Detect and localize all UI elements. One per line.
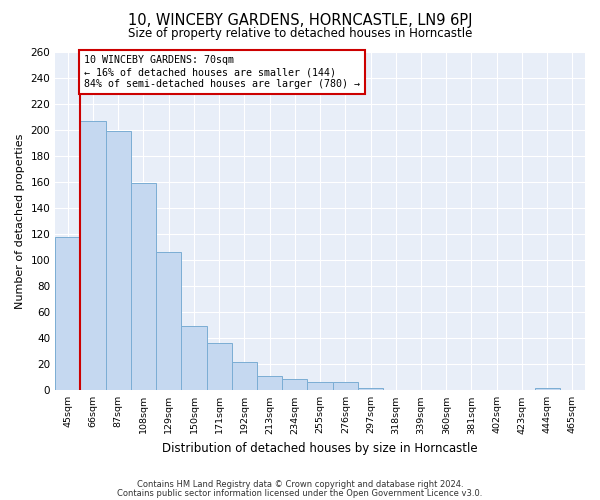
- Bar: [332, 382, 358, 390]
- Text: 10, WINCEBY GARDENS, HORNCASTLE, LN9 6PJ: 10, WINCEBY GARDENS, HORNCASTLE, LN9 6PJ: [128, 12, 472, 28]
- Bar: [106, 131, 131, 390]
- Bar: [80, 120, 106, 390]
- Bar: [181, 326, 206, 390]
- Text: Contains HM Land Registry data © Crown copyright and database right 2024.: Contains HM Land Registry data © Crown c…: [137, 480, 463, 489]
- Bar: [156, 252, 181, 390]
- Bar: [307, 382, 332, 390]
- Text: Contains public sector information licensed under the Open Government Licence v3: Contains public sector information licen…: [118, 489, 482, 498]
- Bar: [55, 236, 80, 390]
- Bar: [257, 376, 282, 390]
- Bar: [282, 378, 307, 390]
- X-axis label: Distribution of detached houses by size in Horncastle: Distribution of detached houses by size …: [162, 442, 478, 455]
- Bar: [206, 344, 232, 390]
- Bar: [131, 183, 156, 390]
- Text: 10 WINCEBY GARDENS: 70sqm
← 16% of detached houses are smaller (144)
84% of semi: 10 WINCEBY GARDENS: 70sqm ← 16% of detac…: [84, 56, 360, 88]
- Bar: [232, 362, 257, 390]
- Bar: [358, 388, 383, 390]
- Text: Size of property relative to detached houses in Horncastle: Size of property relative to detached ho…: [128, 28, 472, 40]
- Bar: [535, 388, 560, 390]
- Y-axis label: Number of detached properties: Number of detached properties: [15, 133, 25, 308]
